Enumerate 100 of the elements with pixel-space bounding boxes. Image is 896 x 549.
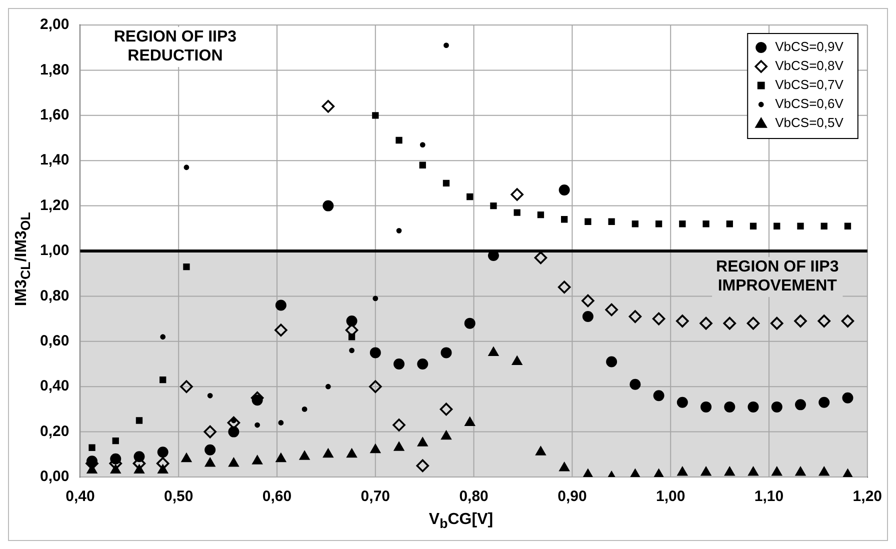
x-tick-label: 1,00 (656, 488, 686, 506)
point (632, 220, 639, 228)
point (794, 314, 807, 328)
point (488, 346, 499, 356)
point (653, 390, 664, 402)
point (628, 310, 642, 323)
point (582, 294, 594, 308)
point (322, 200, 334, 212)
point (630, 378, 641, 390)
point (274, 324, 288, 336)
point (322, 100, 335, 113)
point (464, 318, 476, 329)
y-tick-label: 2,00 (40, 16, 70, 34)
legend-label: VbCS=0,5V (775, 115, 844, 130)
point (677, 466, 688, 476)
point (702, 220, 710, 228)
y-tick-label: 0,00 (40, 468, 70, 486)
point (534, 251, 548, 264)
point (204, 425, 216, 438)
point (160, 334, 166, 340)
point (771, 401, 782, 412)
point (558, 280, 571, 294)
x-tick-label: 1,20 (852, 488, 882, 506)
point (325, 384, 331, 390)
point (228, 426, 240, 438)
y-tick-label: 1,40 (40, 152, 70, 169)
point (440, 430, 452, 440)
point (156, 457, 170, 470)
point (818, 466, 830, 476)
annotation: REGION OF IIP3 REDUCTION (114, 28, 237, 64)
point (841, 314, 854, 328)
point (724, 466, 735, 476)
point (464, 416, 476, 426)
point (88, 444, 96, 451)
point (558, 184, 570, 196)
point (844, 222, 852, 230)
point (346, 448, 358, 458)
point (512, 356, 522, 365)
point (181, 452, 192, 462)
point (605, 303, 618, 316)
point (652, 312, 666, 326)
point (676, 396, 688, 408)
point (606, 356, 618, 368)
point (346, 316, 358, 327)
point (466, 193, 474, 200)
point (207, 392, 213, 398)
point (420, 142, 426, 148)
point (349, 348, 354, 354)
point (748, 401, 759, 412)
point (723, 316, 736, 330)
point (392, 418, 406, 432)
point (797, 222, 804, 230)
point (396, 136, 402, 144)
point (842, 392, 854, 404)
point (276, 452, 286, 462)
point (676, 314, 689, 328)
point (537, 212, 544, 218)
point (369, 380, 382, 393)
point (417, 437, 428, 446)
y-tick-label: 1,00 (40, 242, 70, 260)
point (394, 358, 405, 370)
point (750, 222, 757, 230)
x-tick-label: 0,40 (66, 488, 95, 506)
legend-label: VbCS=0,8V (775, 58, 844, 74)
point (228, 457, 239, 467)
x-tick-label: 0,50 (164, 488, 194, 506)
point (204, 457, 216, 467)
point (559, 462, 570, 472)
point (299, 450, 310, 460)
point (818, 314, 831, 328)
point (514, 209, 520, 216)
point (700, 316, 712, 330)
point (417, 358, 428, 370)
y-tick-label: 1,20 (40, 196, 70, 214)
point (794, 399, 806, 410)
point (818, 396, 830, 408)
point (679, 220, 686, 228)
point (440, 402, 453, 416)
point (112, 438, 119, 444)
y-tick-label: 1,80 (40, 61, 70, 78)
point (396, 228, 402, 234)
point (510, 188, 524, 201)
point (582, 311, 594, 322)
point (561, 216, 568, 223)
legend-label: VbCS=0,7V (775, 77, 844, 92)
point (700, 401, 712, 412)
point (582, 468, 594, 477)
point (180, 380, 193, 393)
legend-label: VbCS=0,6V (775, 96, 844, 112)
point (442, 180, 450, 187)
point (136, 417, 143, 424)
y-tick-label: 0,80 (40, 287, 70, 304)
annotation: REGION OF IIP3 IMPROVEMENT (716, 258, 839, 294)
point (746, 316, 760, 330)
x-tick-label: 1,10 (754, 488, 784, 506)
point (372, 112, 379, 119)
point (774, 222, 780, 230)
legend-label: VbCS=0,9V (775, 39, 844, 54)
point (278, 420, 284, 426)
x-tick-label: 0,70 (360, 488, 390, 506)
